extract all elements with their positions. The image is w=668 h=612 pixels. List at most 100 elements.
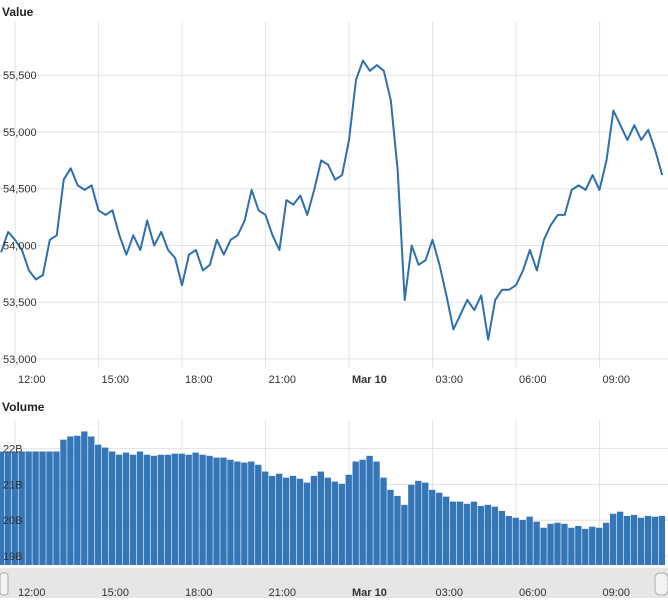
volume-bar: [519, 519, 526, 565]
navigator-handle[interactable]: [654, 572, 668, 596]
volume-bar: [352, 461, 359, 565]
volume-bar: [129, 454, 137, 565]
volume-bar: [178, 453, 185, 565]
volume-bar: [554, 522, 561, 565]
x-tick-label: 06:00: [519, 374, 547, 386]
volume-bar: [380, 477, 387, 565]
x-tick-label: 18:00: [185, 587, 213, 599]
volume-bar: [269, 475, 276, 565]
volume-bar: [136, 451, 144, 565]
volume-bar: [589, 526, 596, 565]
y-tick-label: 22B: [3, 444, 23, 456]
volume-bar: [345, 474, 352, 565]
volume-bar: [359, 459, 366, 565]
volume-bar: [623, 515, 631, 565]
volume-bar: [143, 454, 151, 565]
volume-bar: [408, 484, 415, 565]
volume-bar: [0, 451, 4, 565]
volume-bar: [213, 457, 220, 565]
y-tick-label: 20B: [3, 515, 23, 527]
volume-bar: [436, 492, 443, 565]
volume-bar: [415, 480, 422, 565]
volume-bar: [366, 455, 373, 565]
volume-bar: [373, 461, 380, 565]
volume-bar: [603, 522, 610, 565]
volume-bar: [303, 482, 311, 565]
x-tick-label: 21:00: [269, 374, 297, 386]
volume-bar: [582, 528, 589, 565]
x-tick-label: 21:00: [269, 587, 297, 599]
volume-bar: [18, 451, 25, 565]
panel-title: Value: [2, 5, 34, 19]
y-tick-label: 55,000: [3, 127, 37, 139]
volume-bar: [74, 435, 81, 565]
volume-bar: [32, 451, 39, 565]
volume-bar: [401, 504, 408, 565]
volume-bar: [429, 489, 436, 565]
volume-bar: [39, 451, 46, 565]
y-tick-label: 53,000: [3, 354, 37, 366]
volume-bar: [282, 477, 290, 565]
price-line: [0, 59, 664, 341]
panel-title: Volume: [2, 400, 45, 414]
volume-bar: [234, 461, 241, 565]
x-tick-label: 09:00: [603, 374, 631, 386]
x-tick-label: 15:00: [102, 587, 130, 599]
volume-bar: [442, 496, 450, 565]
volume-bar: [449, 501, 457, 565]
volume-bar: [220, 457, 227, 565]
x-tick-label: 03:00: [436, 587, 464, 599]
navigator: [0, 568, 668, 598]
volume-bar: [157, 454, 165, 565]
volume-bar: [644, 515, 652, 565]
volume-bar: [46, 451, 53, 565]
volume-bar: [192, 452, 199, 565]
volume-bar: [463, 503, 471, 565]
volume-bar: [394, 495, 401, 565]
volume-bar: [637, 517, 645, 565]
volume-bar: [296, 478, 304, 565]
volume-bar: [547, 523, 554, 565]
volume-bar: [658, 515, 666, 565]
y-tick-label: 54,500: [3, 184, 37, 196]
volume-bar: [171, 453, 178, 565]
volume-bar: [651, 516, 659, 565]
volume-bar: [561, 523, 568, 565]
volume-bar: [630, 514, 638, 565]
navigator-handle[interactable]: [0, 572, 9, 596]
volume-bar: [262, 471, 269, 565]
volume-bar: [25, 451, 32, 565]
volume-bar: [477, 505, 485, 565]
volume-bar: [422, 482, 429, 565]
volume-bar: [53, 451, 60, 565]
volume-bar: [185, 454, 192, 565]
volume-bar: [88, 436, 95, 565]
volume-bar: [248, 461, 255, 565]
volume-bar: [505, 515, 512, 565]
volume-bar: [512, 517, 519, 565]
x-tick-label: Mar 10: [352, 374, 387, 386]
x-tick-label: 18:00: [185, 374, 213, 386]
volume-bar: [11, 451, 18, 565]
x-tick-label: 15:00: [102, 374, 130, 386]
volume-bar: [470, 501, 478, 565]
volume-bar: [568, 527, 575, 565]
volume-bar: [616, 511, 624, 565]
volume-bar: [338, 483, 345, 565]
volume-bar: [164, 454, 171, 565]
volume-bar: [227, 459, 234, 565]
volume-bar: [387, 489, 394, 565]
volume-bar: [317, 471, 325, 565]
volume-bar: [95, 444, 102, 565]
volume-bar: [540, 527, 547, 565]
volume-bar: [484, 504, 492, 565]
y-tick-label: 53,500: [3, 297, 37, 309]
y-tick-label: 55,500: [3, 70, 37, 82]
volume-bar: [526, 516, 533, 565]
x-tick-label: Mar 10: [352, 587, 387, 599]
volume-bar: [331, 481, 338, 565]
volume-bar: [498, 510, 505, 565]
y-tick-label: 54,000: [3, 240, 37, 252]
volume-bar: [67, 436, 74, 565]
x-tick-label: 12:00: [18, 587, 46, 599]
